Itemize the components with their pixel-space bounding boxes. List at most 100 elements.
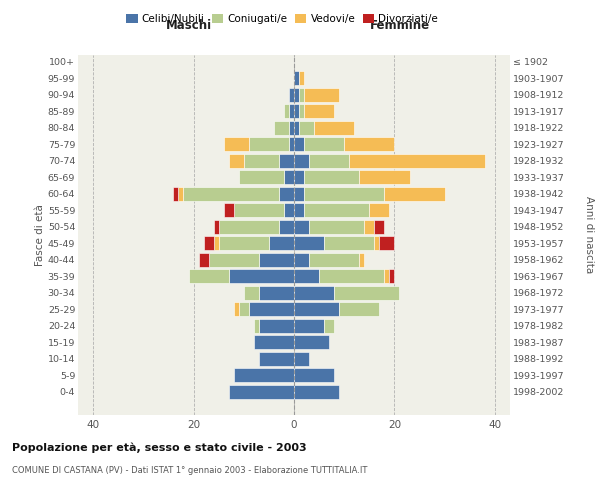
Bar — [279, 187, 294, 201]
Bar — [239, 302, 249, 316]
Bar — [284, 170, 294, 184]
Text: Maschi: Maschi — [166, 19, 212, 32]
Bar — [229, 154, 244, 168]
Bar — [294, 88, 299, 102]
Bar — [299, 104, 304, 118]
Bar — [239, 170, 284, 184]
Bar — [289, 121, 294, 135]
Bar — [294, 121, 299, 135]
Bar — [294, 384, 339, 398]
Bar — [314, 121, 354, 135]
Bar — [309, 154, 349, 168]
Text: COMUNE DI CASTANA (PV) - Dati ISTAT 1° gennaio 2003 - Elaborazione TUTTITALIA.IT: COMUNE DI CASTANA (PV) - Dati ISTAT 1° g… — [12, 466, 367, 475]
Bar — [173, 187, 178, 201]
Bar — [304, 88, 339, 102]
Bar — [359, 252, 364, 266]
Bar — [294, 302, 339, 316]
Bar — [304, 187, 385, 201]
Bar — [309, 252, 359, 266]
Bar — [294, 352, 309, 366]
Bar — [309, 220, 364, 234]
Bar — [289, 88, 294, 102]
Bar — [294, 187, 304, 201]
Bar — [289, 138, 294, 151]
Bar — [304, 170, 359, 184]
Bar — [385, 269, 389, 283]
Bar — [294, 220, 309, 234]
Bar — [294, 252, 309, 266]
Y-axis label: Fasce di età: Fasce di età — [35, 204, 45, 266]
Bar — [294, 104, 299, 118]
Bar — [214, 220, 218, 234]
Bar — [244, 286, 259, 300]
Bar — [234, 302, 239, 316]
Bar — [234, 204, 284, 218]
Bar — [249, 302, 294, 316]
Bar — [364, 220, 374, 234]
Bar — [269, 236, 294, 250]
Bar — [203, 236, 214, 250]
Bar — [389, 269, 394, 283]
Bar — [274, 121, 289, 135]
Bar — [334, 286, 400, 300]
Bar — [259, 252, 294, 266]
Bar — [339, 302, 379, 316]
Text: Femmine: Femmine — [370, 19, 430, 32]
Bar — [234, 368, 294, 382]
Bar — [229, 384, 294, 398]
Bar — [294, 318, 324, 332]
Bar — [294, 72, 299, 86]
Bar — [294, 170, 304, 184]
Bar — [284, 204, 294, 218]
Bar — [254, 318, 259, 332]
Bar — [214, 236, 218, 250]
Bar — [379, 236, 394, 250]
Bar — [279, 154, 294, 168]
Bar — [304, 104, 334, 118]
Y-axis label: Anni di nascita: Anni di nascita — [584, 196, 594, 274]
Bar — [254, 335, 294, 349]
Bar — [324, 236, 374, 250]
Bar — [374, 236, 379, 250]
Bar — [299, 88, 304, 102]
Bar — [259, 318, 294, 332]
Legend: Celibi/Nubili, Coniugati/e, Vedovi/e, Divorziati/e: Celibi/Nubili, Coniugati/e, Vedovi/e, Di… — [122, 10, 442, 29]
Bar — [229, 269, 294, 283]
Bar — [294, 236, 324, 250]
Bar — [359, 170, 410, 184]
Bar — [218, 236, 269, 250]
Bar — [199, 252, 209, 266]
Bar — [184, 187, 279, 201]
Bar — [218, 220, 279, 234]
Bar — [294, 269, 319, 283]
Bar — [224, 204, 234, 218]
Bar — [224, 138, 249, 151]
Bar — [324, 318, 334, 332]
Bar — [294, 204, 304, 218]
Bar — [284, 104, 289, 118]
Bar — [370, 204, 389, 218]
Bar — [385, 187, 445, 201]
Bar — [294, 154, 309, 168]
Bar — [279, 220, 294, 234]
Bar — [299, 121, 314, 135]
Bar — [374, 220, 385, 234]
Bar — [249, 138, 289, 151]
Bar — [259, 286, 294, 300]
Bar — [244, 154, 279, 168]
Bar — [294, 368, 334, 382]
Bar — [209, 252, 259, 266]
Bar — [304, 204, 370, 218]
Bar — [289, 104, 294, 118]
Bar — [294, 335, 329, 349]
Text: Popolazione per età, sesso e stato civile - 2003: Popolazione per età, sesso e stato civil… — [12, 442, 307, 453]
Bar — [344, 138, 394, 151]
Bar — [178, 187, 184, 201]
Bar — [304, 138, 344, 151]
Bar — [299, 72, 304, 86]
Bar — [319, 269, 385, 283]
Bar — [188, 269, 229, 283]
Bar — [259, 352, 294, 366]
Bar — [349, 154, 485, 168]
Bar — [294, 286, 334, 300]
